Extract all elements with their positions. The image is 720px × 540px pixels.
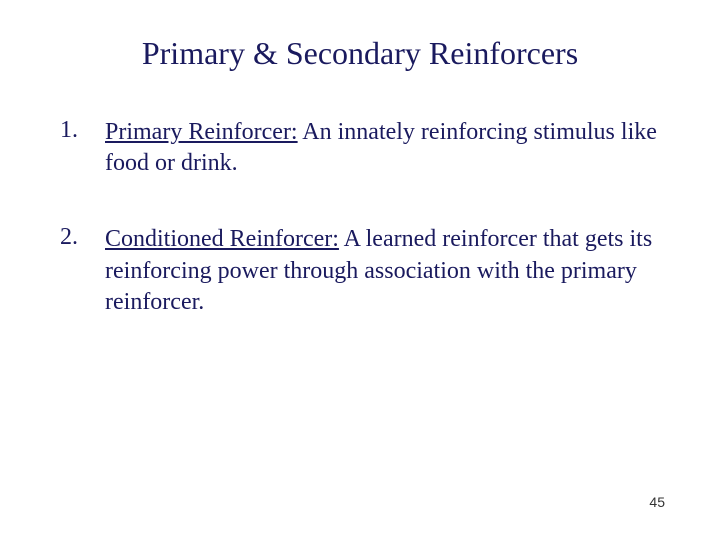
list-content-2: Conditioned Reinforcer: A learned reinfo…: [105, 224, 660, 318]
slide-title: Primary & Secondary Reinforcers: [60, 35, 660, 72]
list-item: 2. Conditioned Reinforcer: A learned rei…: [60, 224, 660, 318]
list-item: 1. Primary Reinforcer: An innately reinf…: [60, 117, 660, 179]
page-number: 45: [649, 494, 665, 510]
list-content-1: Primary Reinforcer: An innately reinforc…: [105, 117, 660, 179]
list-number-2: 2.: [60, 224, 105, 318]
term-2: Conditioned Reinforcer:: [105, 226, 339, 252]
term-1: Primary Reinforcer:: [105, 119, 298, 145]
list-number-1: 1.: [60, 117, 105, 179]
